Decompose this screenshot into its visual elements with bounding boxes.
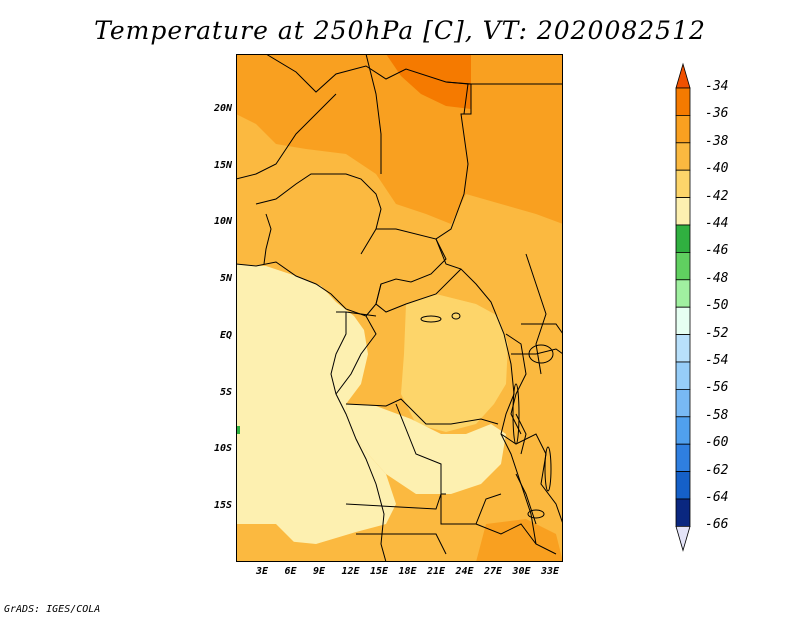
x-axis-label: 24E (455, 566, 474, 577)
y-axis-label: 5S (219, 386, 232, 398)
colorbar-label: -56 (705, 380, 729, 396)
map-zone-southwest-40 (236, 524, 296, 562)
colorbar-swatch (675, 279, 691, 308)
colorbar-label: -60 (705, 435, 729, 451)
colorbar-swatch (675, 361, 691, 390)
map-zone-south-38 (476, 519, 563, 562)
temperature-map (236, 54, 563, 562)
lakes (420, 312, 554, 519)
colorbar-bottom-arrow (675, 526, 691, 552)
map-zone-north-36 (386, 54, 471, 109)
colorbar-swatch (675, 251, 691, 281)
colorbar-label: -46 (705, 243, 729, 259)
map-border (236, 54, 563, 562)
x-axis-label: 27E (484, 566, 503, 577)
y-axis-label: 10N (213, 216, 232, 228)
x-axis-label: 33E (541, 566, 560, 577)
colorbar-label: -66 (705, 517, 729, 533)
x-axis-label: 12E (341, 566, 360, 577)
map-zone-north-38 (236, 54, 563, 224)
y-axis-label: 15N (213, 159, 232, 171)
x-axis-label: 15E (370, 566, 389, 577)
map-green-spot (236, 426, 240, 434)
y-axis-label: 20N (213, 103, 232, 114)
colorbar-swatch (675, 169, 691, 198)
colorbar-swatch (675, 416, 691, 445)
colorbar-label: -36 (705, 106, 729, 122)
colorbar-label: -54 (705, 353, 729, 368)
colorbar-swatch (675, 471, 691, 500)
x-axis-label: 9E (313, 566, 326, 577)
colorbar-label: -52 (705, 325, 729, 341)
colorbar-swatch (675, 224, 691, 253)
x-axis-label: 30E (512, 566, 531, 577)
colorbar-swatch (675, 87, 691, 116)
y-axis-label: 5N (219, 273, 232, 285)
colorbar-swatch (675, 115, 691, 144)
colorbar-label: -64 (705, 490, 729, 505)
colorbar-label: -48 (705, 270, 729, 286)
y-axis-label: 15S (213, 499, 232, 511)
colorbar-swatch (675, 197, 691, 226)
y-axis-label: EQ (219, 329, 232, 341)
colorbar-swatch (675, 498, 691, 527)
footer-credit: GrADS: IGES/COLA (4, 604, 101, 615)
colorbar-label: -44 (705, 216, 729, 231)
x-axis-label: 6E (284, 566, 297, 577)
colorbar-label: -38 (705, 133, 729, 149)
map-zone-pale-center (401, 294, 508, 432)
colorbar-label: -42 (705, 188, 729, 204)
colorbar-label: -62 (705, 462, 729, 478)
page-title: Temperature at 250hPa [C], VT: 202008251… (94, 16, 706, 45)
colorbar-swatch (675, 306, 691, 336)
x-axis-label: 18E (398, 566, 417, 577)
x-axis-label: 21E (427, 566, 446, 577)
colorbar-swatch (675, 443, 691, 473)
colorbar-label: -34 (705, 79, 729, 94)
colorbar-label: -40 (705, 161, 729, 177)
colorbar-top-arrow (675, 62, 691, 89)
colorbar-swatch (675, 142, 691, 171)
map-zone-pale-south (346, 404, 506, 494)
x-axis-label: 3E (256, 566, 269, 577)
y-axis-label: 10S (213, 443, 232, 455)
colorbar-label: -50 (705, 298, 729, 314)
map-zone-pale-west (236, 264, 396, 544)
colorbar-label: -58 (705, 407, 729, 423)
colorbar-swatch (675, 388, 691, 418)
colorbar-swatch (675, 334, 691, 363)
